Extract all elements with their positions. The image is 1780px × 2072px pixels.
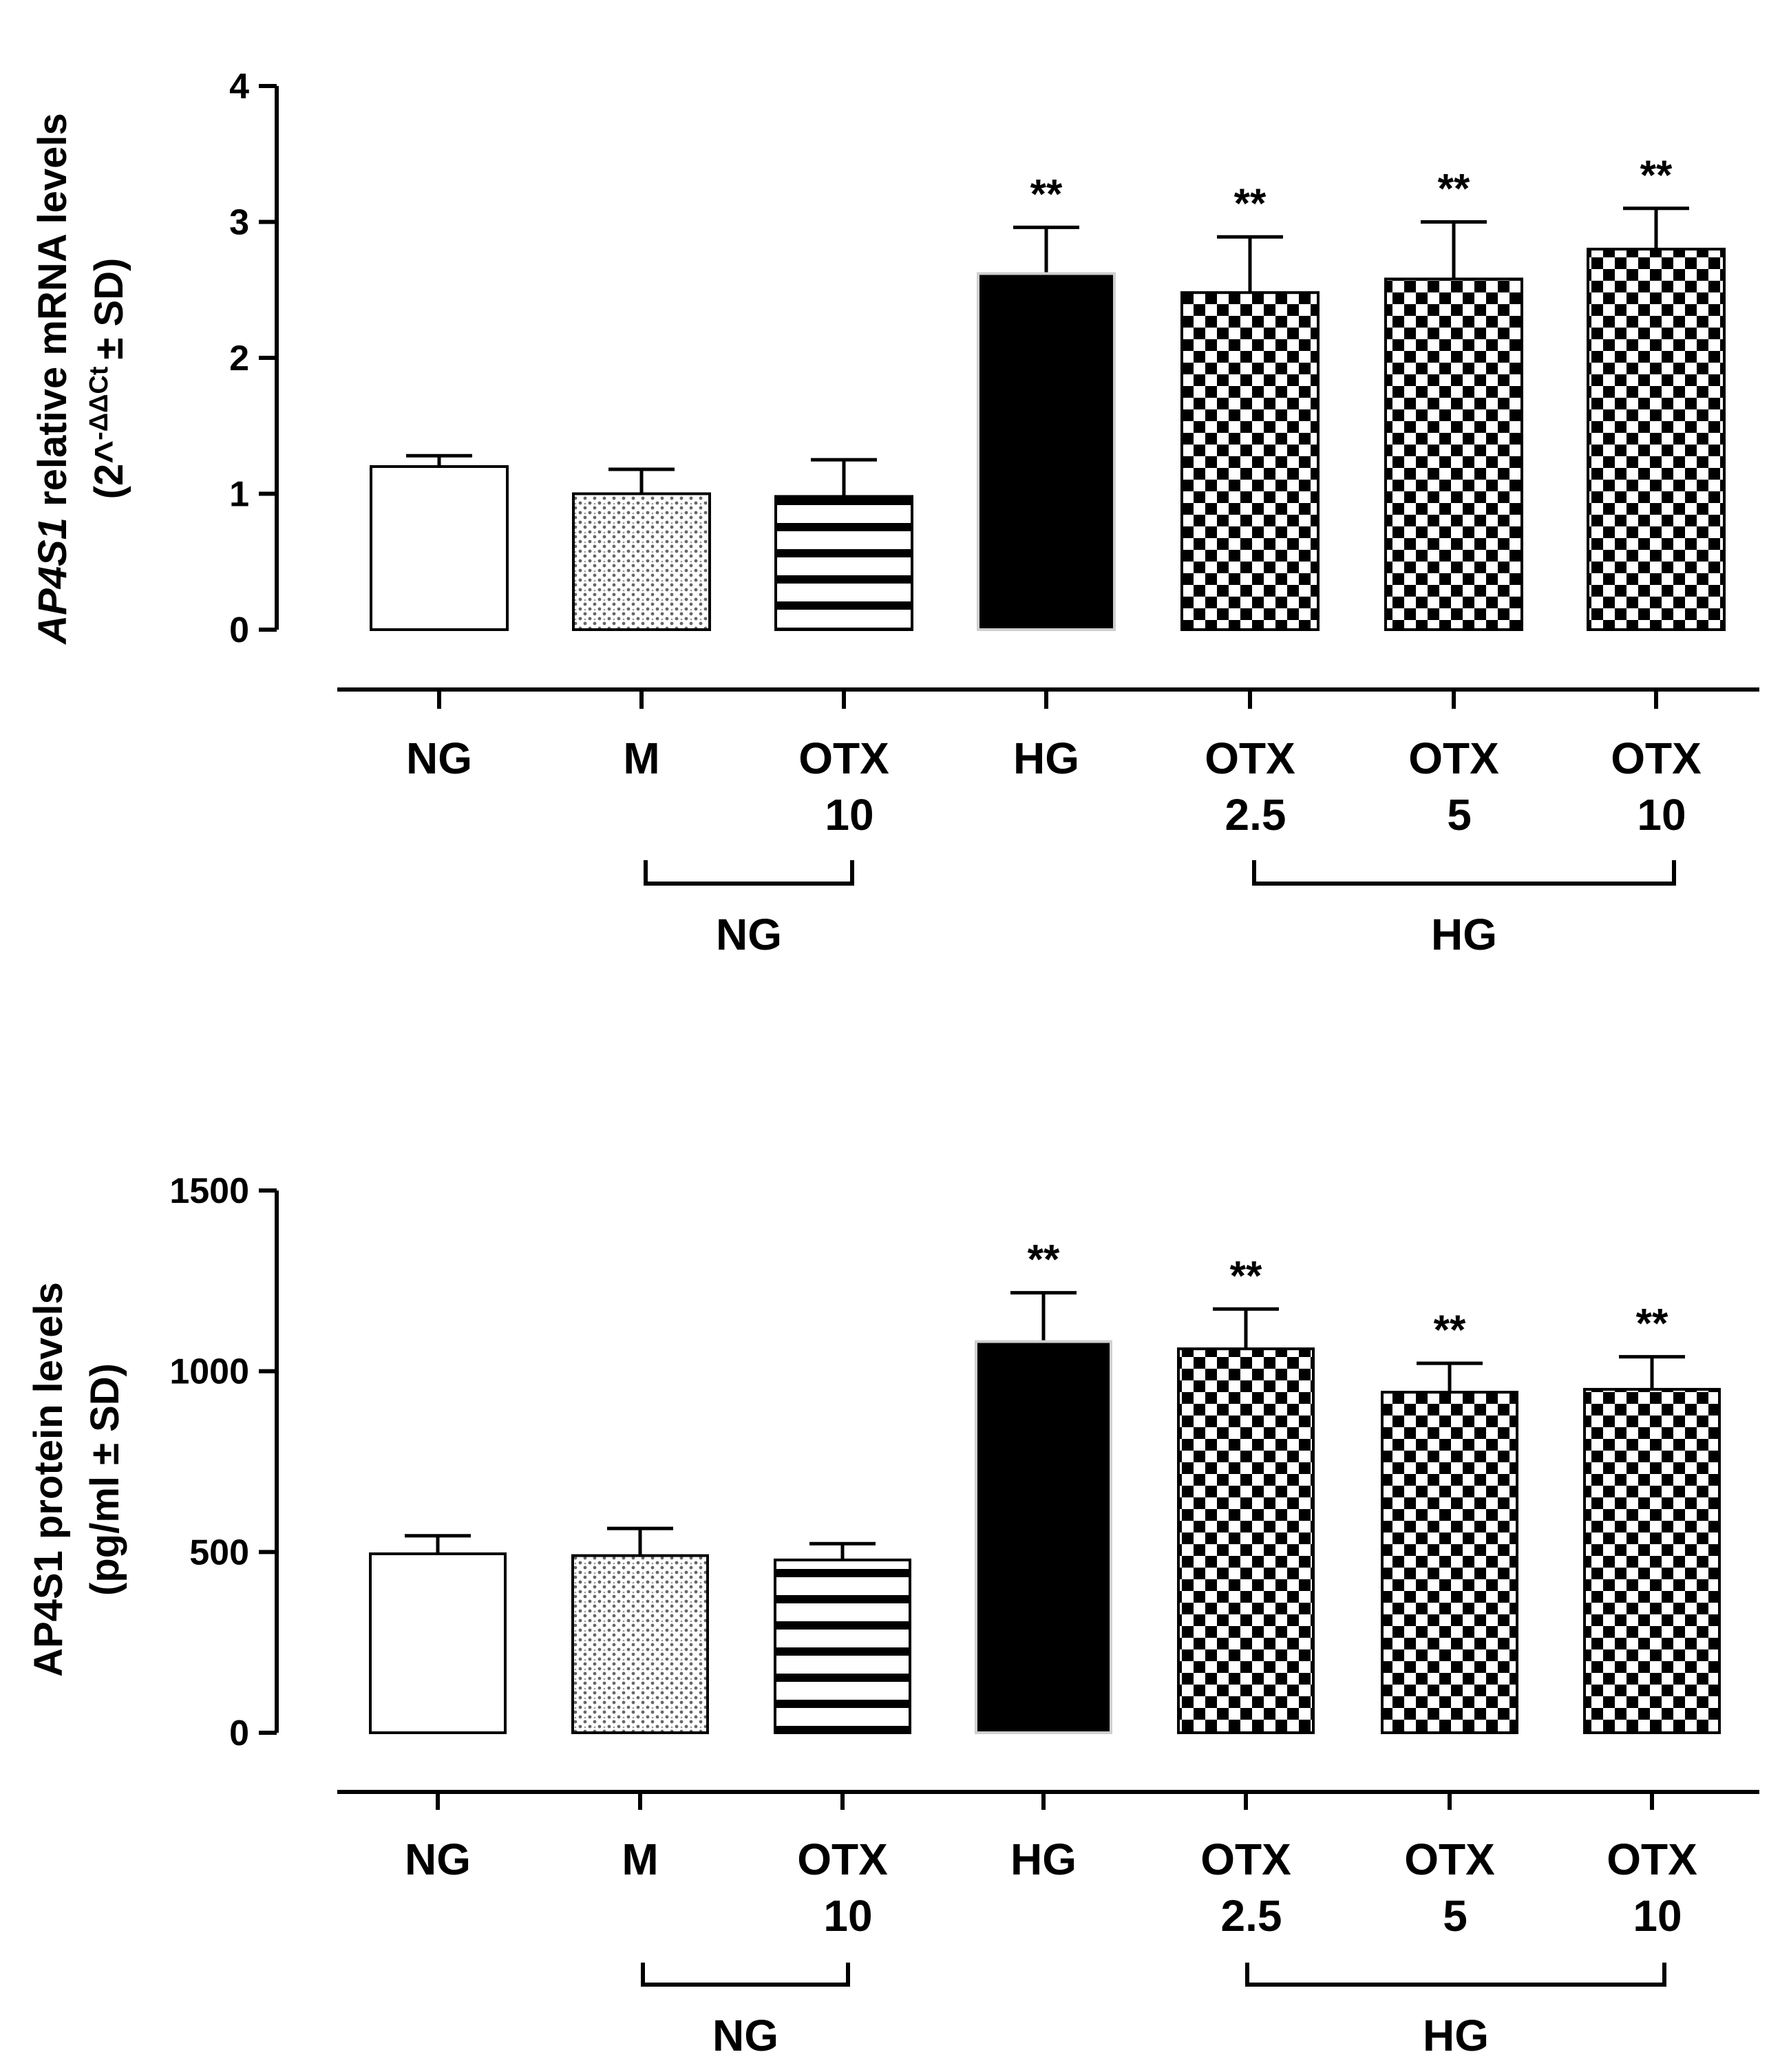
protein-category-label-line: OTX xyxy=(1200,1835,1291,1884)
mrna-bar-3 xyxy=(774,495,913,632)
mrna-category-label-line: HG xyxy=(1013,734,1079,783)
protein-bar-2 xyxy=(571,1554,709,1734)
mrna-bar-1 xyxy=(370,465,509,631)
protein-category-label-line: NG xyxy=(405,1835,471,1884)
mrna-significance-marker: ** xyxy=(1640,152,1673,198)
mrna-group-label-ng: NG xyxy=(716,910,782,959)
protein-category-label: NG xyxy=(405,1835,471,1884)
protein-group-label-ng: NG xyxy=(712,2011,778,2060)
protein-significance-marker: ** xyxy=(1434,1307,1466,1353)
mrna-group-label-hg: HG xyxy=(1431,910,1497,959)
mrna-y-axis-label: AP4S1 relative mRNA levels xyxy=(30,113,75,645)
mrna-category-label-line: OTX xyxy=(798,734,889,783)
mrna-bar-fill xyxy=(980,275,1112,628)
mrna-category-label-line: 10 xyxy=(825,790,873,840)
mrna-y-label-close: ± SD) xyxy=(87,258,131,360)
protein-significance-marker: ** xyxy=(1636,1301,1668,1347)
mrna-category-label-line: NG xyxy=(406,734,472,783)
protein-category-label-line: OTX xyxy=(1404,1835,1495,1884)
mrna-group-bracket-hg xyxy=(1252,860,1676,886)
protein-category-label-line: 10 xyxy=(1633,1891,1682,1941)
mrna-category-label: M xyxy=(623,734,659,783)
protein-plot-area: 0 500 1000 1500 ** ** ** ** NG M OTX 10 HG OTX 2.5 OTX 5… xyxy=(169,1171,1759,2060)
protein-category-label-line: 10 xyxy=(823,1891,872,1941)
protein-group-label-hg: HG xyxy=(1423,2011,1489,2060)
mrna-y-tick-label: 1 xyxy=(229,475,249,515)
protein-category-label-line: 2.5 xyxy=(1221,1891,1282,1941)
mrna-category-label: OTX 2.5 xyxy=(1205,734,1295,840)
mrna-category-label: HG xyxy=(1013,734,1079,783)
protein-y-tick-label: 1500 xyxy=(169,1171,249,1211)
protein-y-tick-label: 0 xyxy=(229,1713,249,1753)
protein-y-axis-label-line2: (pg/ml ± SD) xyxy=(83,1363,127,1596)
protein-y-tick-label: 1000 xyxy=(169,1352,249,1392)
mrna-y-tick-label: 4 xyxy=(229,67,249,107)
mrna-category-label: OTX 10 xyxy=(1611,734,1702,840)
mrna-y-tick-label: 0 xyxy=(229,610,249,650)
mrna-y-label-open: (2^ xyxy=(87,440,131,499)
protein-category-label-line: HG xyxy=(1010,1835,1077,1884)
protein-bar-3 xyxy=(774,1558,911,1734)
mrna-y-label-rest: relative mRNA levels xyxy=(30,113,75,517)
protein-bar-1 xyxy=(369,1552,507,1734)
mrna-y-axis-label-line2: (2^-ΔΔCt ± SD) xyxy=(85,258,131,500)
protein-category-label: HG xyxy=(1010,1835,1077,1884)
mrna-bar-5 xyxy=(1180,291,1320,631)
protein-category-label: OTX 10 xyxy=(1607,1835,1697,1941)
mrna-category-label-line: OTX xyxy=(1205,734,1295,783)
protein-group-bracket-hg xyxy=(1245,1963,1666,1987)
protein-category-label: OTX 10 xyxy=(797,1835,888,1941)
mrna-category-label: OTX 10 xyxy=(798,734,889,840)
protein-category-label-line: OTX xyxy=(797,1835,888,1884)
mrna-category-label-line: OTX xyxy=(1408,734,1499,783)
protein-category-label: OTX 5 xyxy=(1404,1835,1495,1941)
mrna-category-label-line: 5 xyxy=(1447,790,1472,840)
mrna-category-label-line: 2.5 xyxy=(1225,790,1286,840)
mrna-y-label-gene: AP4S1 xyxy=(30,517,75,645)
protein-category-label-line: OTX xyxy=(1607,1835,1697,1884)
mrna-chart-panel: AP4S1 relative mRNA levels (2^-ΔΔCt ± SD)… xyxy=(30,67,1759,959)
protein-y-tick-label: 500 xyxy=(189,1532,249,1572)
protein-significance-marker: ** xyxy=(1028,1237,1060,1283)
protein-chart-panel: AP4S1 protein levels (pg/ml ± SD) 0 500 10… xyxy=(26,1171,1759,2060)
mrna-bar-7 xyxy=(1587,248,1726,631)
mrna-category-label: OTX 5 xyxy=(1408,734,1499,840)
mrna-group-bracket-ng xyxy=(644,860,854,886)
mrna-category-label: NG xyxy=(406,734,472,783)
mrna-category-label-line: 10 xyxy=(1637,790,1686,840)
protein-category-label: OTX 2.5 xyxy=(1200,1835,1291,1941)
protein-y-axis-label: AP4S1 protein levels xyxy=(26,1282,71,1677)
mrna-bar-2 xyxy=(572,492,711,631)
mrna-category-label-line: OTX xyxy=(1611,734,1702,783)
protein-category-label-line: 5 xyxy=(1443,1891,1468,1941)
mrna-significance-marker: ** xyxy=(1234,180,1267,226)
protein-category-label: M xyxy=(622,1835,658,1884)
protein-bar-7 xyxy=(1583,1387,1721,1735)
protein-bar-5 xyxy=(1177,1347,1315,1734)
mrna-significance-marker: ** xyxy=(1438,166,1470,212)
protein-significance-marker: ** xyxy=(1230,1252,1262,1299)
mrna-category-label-line: M xyxy=(623,734,659,783)
mrna-y-tick-label: 2 xyxy=(229,339,249,378)
mrna-plot-area: 0 1 2 3 4 ** ** ** ** NG M OTX 10 HG OTX 2.5 OTX 5 OTX 10 NG… xyxy=(229,67,1759,959)
mrna-bar-6 xyxy=(1384,277,1523,631)
protein-bar-6 xyxy=(1381,1391,1518,1734)
mrna-y-tick-label: 3 xyxy=(229,203,249,243)
mrna-y-label-superscript: -ΔΔCt xyxy=(85,366,114,440)
protein-category-label-line: M xyxy=(622,1835,658,1884)
mrna-significance-marker: ** xyxy=(1030,171,1063,217)
protein-bar-fill xyxy=(978,1343,1109,1731)
protein-group-bracket-ng xyxy=(641,1963,850,1987)
